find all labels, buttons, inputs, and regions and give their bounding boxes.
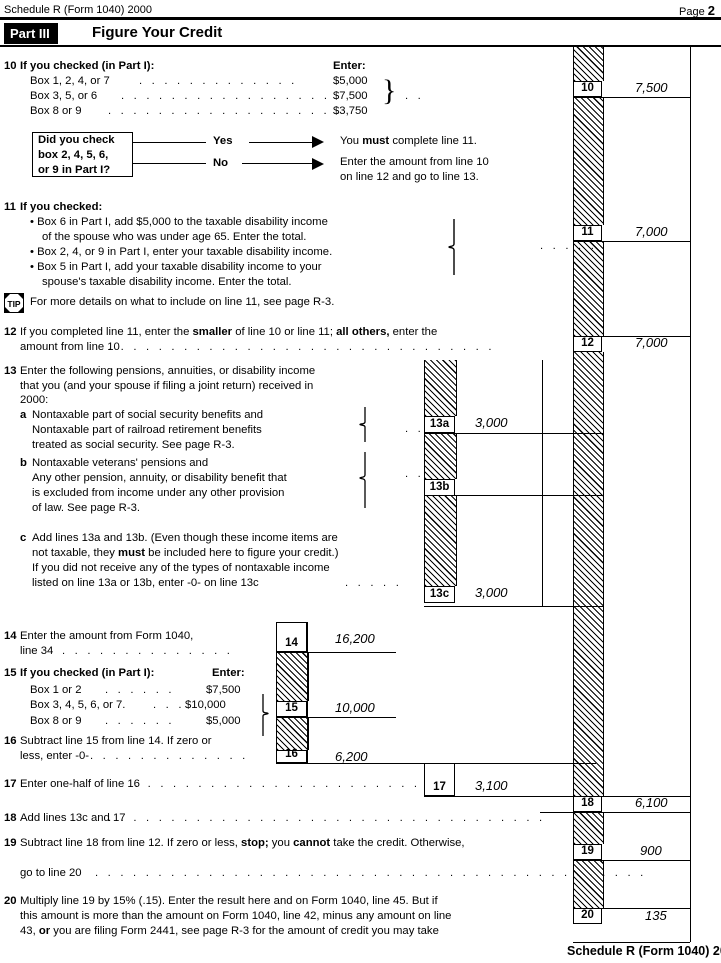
svg-text:TIP: TIP [7,299,21,309]
